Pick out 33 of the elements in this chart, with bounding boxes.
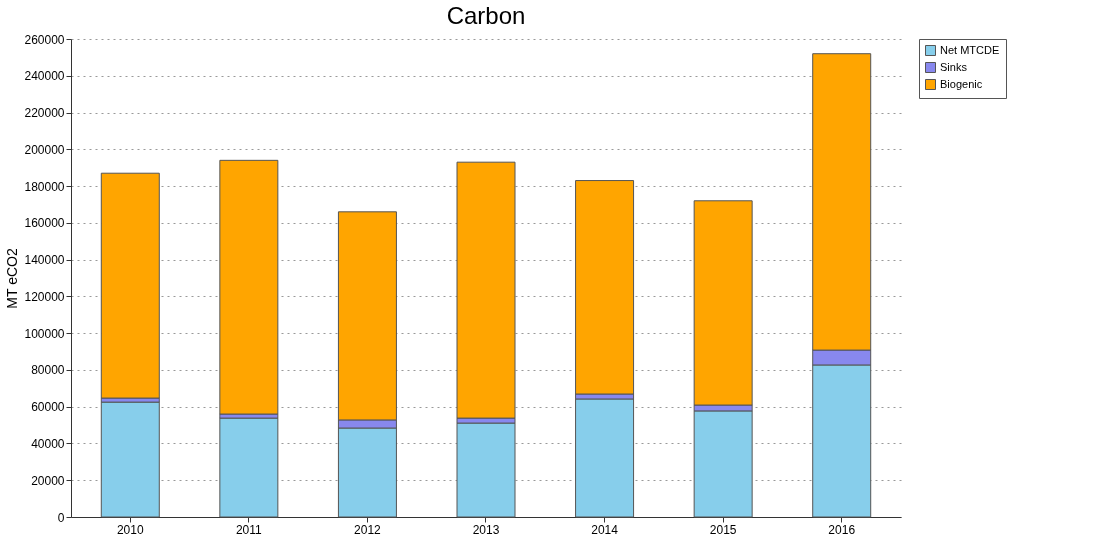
x-tick-label: 2012 (354, 522, 382, 537)
x-tick-label: 2015 (709, 522, 737, 537)
y-tick-label: 180000 (24, 179, 65, 194)
bar (219, 417, 279, 518)
x-tick-label: 2014 (591, 522, 619, 537)
legend-label: Sinks (940, 60, 968, 73)
y-tick-label: 220000 (24, 106, 65, 121)
legend-label: Biogenic (940, 77, 983, 90)
y-tick-label: 260000 (24, 32, 65, 47)
legend-label: Net MTCDE (940, 43, 1000, 56)
y-tick-label: 0 (57, 510, 65, 525)
bar (693, 410, 753, 518)
y-tick-label: 240000 (24, 69, 65, 84)
y-tick-label: 40000 (31, 436, 65, 451)
y-tick-label: 60000 (31, 400, 65, 415)
y-tick-label: 200000 (24, 142, 65, 157)
bar (456, 422, 516, 518)
x-tick-label: 2013 (472, 522, 500, 537)
y-axis-title: MT eCO2 (4, 248, 21, 309)
x-tick-label: 2010 (116, 522, 144, 537)
y-tick-label: 80000 (31, 363, 65, 378)
bar (100, 401, 160, 518)
x-tick-label: 2016 (828, 522, 856, 537)
y-tick-label: 160000 (24, 216, 65, 231)
x-tick-label: 2011 (235, 522, 263, 537)
bar (575, 398, 635, 518)
chart-title: Carbon (446, 2, 526, 29)
bar (100, 172, 160, 399)
y-tick-label: 20000 (31, 473, 65, 488)
y-tick-label: 120000 (24, 289, 65, 304)
y-tick-label: 140000 (24, 253, 65, 268)
y-tick-label: 100000 (24, 326, 65, 341)
bar (219, 159, 279, 415)
